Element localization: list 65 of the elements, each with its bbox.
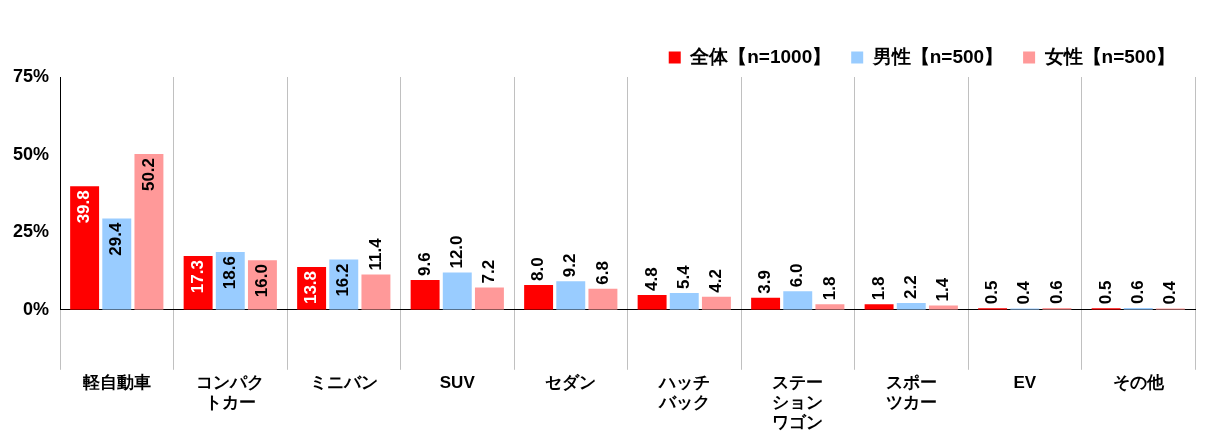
- data-label: 0.5: [982, 280, 1002, 305]
- bar: [669, 293, 699, 310]
- x-tick-label: ハッチバック: [656, 372, 710, 413]
- data-label: 16.2: [333, 263, 353, 297]
- bar: [70, 186, 100, 310]
- data-label: 3.9: [755, 270, 775, 294]
- data-label: 0.4: [1160, 280, 1180, 305]
- data-label: 12.0: [446, 235, 466, 269]
- x-tick-label: ミニバン: [309, 372, 378, 392]
- data-label: 17.3: [187, 260, 207, 294]
- x-tick-label: セダン: [545, 372, 597, 392]
- data-label: 1.4: [933, 277, 953, 302]
- bar: [134, 153, 164, 310]
- data-label: 13.8: [301, 270, 321, 305]
- data-label: 1.8: [819, 276, 839, 301]
- y-tick-label: 75%: [13, 65, 50, 86]
- data-label: 8.0: [528, 257, 548, 281]
- data-label: 2.2: [900, 275, 920, 299]
- data-label: 6.8: [592, 261, 612, 285]
- data-label: 16.0: [252, 264, 272, 298]
- x-tick-label: その他: [1112, 372, 1165, 392]
- bar: [442, 272, 472, 310]
- legend-label: 全体【n=1000】: [689, 45, 832, 67]
- bar: [474, 287, 504, 310]
- x-tick-label: ステーションワゴン: [772, 372, 824, 433]
- bar: [864, 304, 894, 310]
- bar: [701, 296, 731, 310]
- bar: [588, 288, 618, 310]
- data-label: 0.5: [1095, 280, 1115, 305]
- bar: [102, 218, 132, 310]
- data-label: 50.2: [138, 157, 158, 192]
- data-label: 11.4: [365, 237, 385, 271]
- data-label: 4.2: [706, 269, 726, 293]
- bar: [815, 304, 845, 310]
- x-tick-label: 軽自動車: [81, 372, 151, 392]
- data-label: 7.2: [479, 259, 499, 284]
- data-label: 4.8: [641, 267, 661, 291]
- data-label: 9.6: [414, 252, 434, 276]
- data-label: 18.6: [219, 256, 239, 290]
- data-label: 1.8: [868, 276, 888, 301]
- bar: [410, 280, 440, 310]
- data-label: 0.6: [1046, 280, 1066, 304]
- x-tick-label: コンパクトカー: [196, 372, 265, 413]
- data-label: 9.2: [560, 253, 580, 278]
- legend-label: 男性【n=500】: [871, 45, 1004, 67]
- x-tick-label: スポーツカー: [885, 372, 937, 413]
- y-tick-label: 0%: [23, 298, 50, 319]
- x-tick-label: EV: [1013, 372, 1037, 392]
- bar: [556, 281, 586, 310]
- bar: [637, 294, 667, 310]
- data-label: 0.4: [1014, 280, 1034, 305]
- bar: [361, 274, 391, 310]
- bar: [928, 305, 958, 310]
- data-label: 6.0: [787, 263, 807, 288]
- data-label: 29.4: [106, 222, 126, 256]
- bar: [783, 291, 813, 310]
- bar: [524, 284, 554, 310]
- data-label: 5.4: [673, 264, 693, 290]
- data-label: 0.6: [1127, 280, 1147, 304]
- x-tick-label: SUV: [439, 372, 476, 392]
- data-label: 39.8: [74, 190, 94, 224]
- y-tick-label: 50%: [13, 143, 50, 164]
- bar: [751, 297, 781, 310]
- legend-label: 女性【n=500】: [1043, 45, 1175, 67]
- y-tick-label: 25%: [13, 221, 50, 242]
